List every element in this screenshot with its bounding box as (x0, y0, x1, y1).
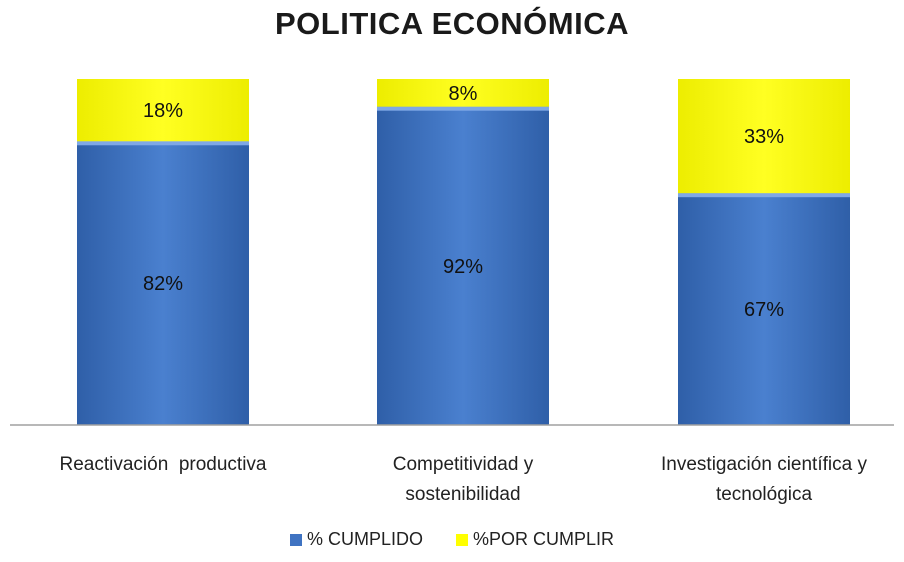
bar-highlight-0 (77, 141, 249, 146)
category-label-2-0: Investigación científica y (661, 454, 867, 475)
bar-por-cumplir-2 (678, 79, 850, 194)
category-label-0-0: Reactivación productiva (60, 454, 267, 475)
bar-highlight-2 (678, 193, 850, 198)
data-label-por-cumplir-0: 18% (143, 100, 183, 122)
data-label-cumplido-0: 82% (143, 273, 183, 295)
legend-item-cumplido: % CUMPLIDO (289, 528, 423, 550)
data-label-por-cumplir-1: 8% (449, 83, 478, 105)
category-label-1-1: sostenibilidad (405, 484, 520, 505)
bar-cumplido-1 (377, 106, 549, 426)
bar-cumplido-2 (678, 193, 850, 425)
legend: % CUMPLIDO %POR CUMPLIR (0, 528, 904, 550)
legend-swatch-cumplido (289, 533, 302, 546)
legend-item-por-cumplir: %POR CUMPLIR (456, 529, 614, 550)
category-label-2-1: tecnológica (716, 484, 813, 505)
data-label-cumplido-2: 67% (744, 299, 784, 321)
legend-label-por-cumplir: %POR CUMPLIR (473, 528, 615, 549)
legend-label-cumplido: % CUMPLIDO (306, 528, 423, 549)
bar-por-cumplir-1 (377, 79, 549, 107)
bar-por-cumplir-0 (77, 79, 249, 142)
bar-highlight-1 (377, 106, 549, 111)
bar-cumplido-0 (77, 141, 249, 425)
chart-title: POLITICA ECONÓMICA (274, 6, 629, 41)
data-label-por-cumplir-2: 33% (744, 126, 784, 148)
legend-swatch-por-cumplir (456, 533, 468, 546)
category-label-1-0: Competitividad y (393, 454, 534, 475)
data-label-cumplido-1: 92% (443, 256, 483, 278)
